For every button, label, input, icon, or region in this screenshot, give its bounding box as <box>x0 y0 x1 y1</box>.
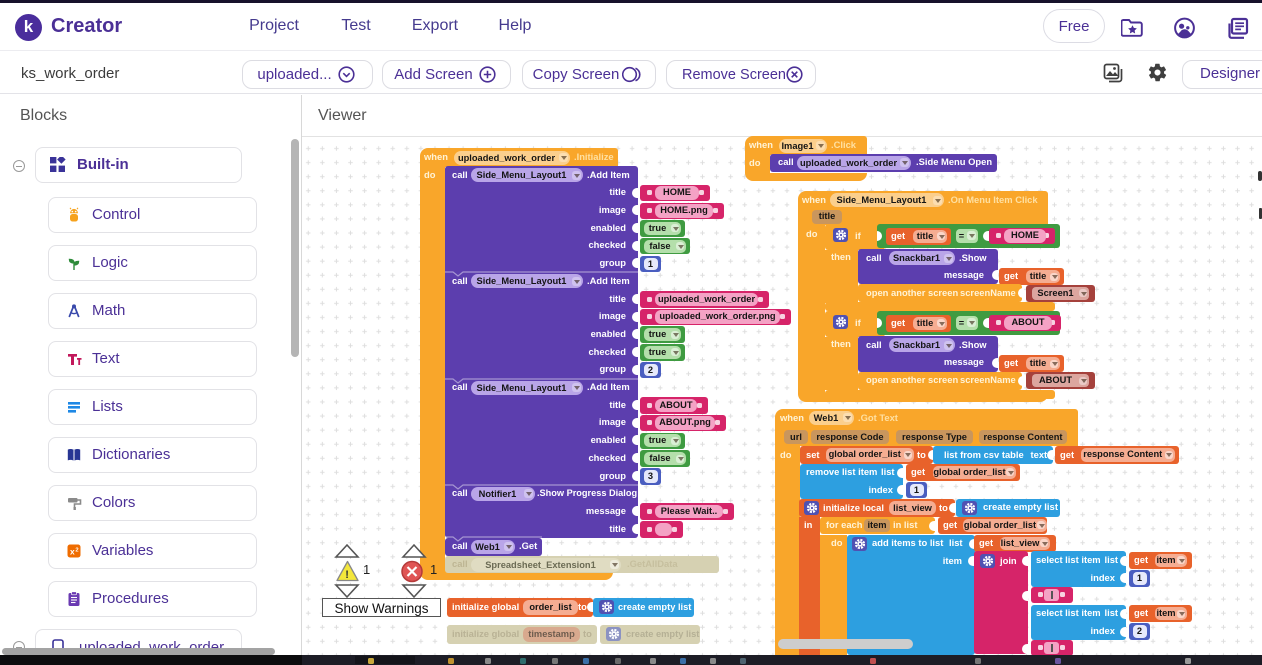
svg-text:x: x <box>70 546 75 556</box>
svg-text:!: ! <box>345 569 349 581</box>
svg-text:2: 2 <box>75 547 78 553</box>
